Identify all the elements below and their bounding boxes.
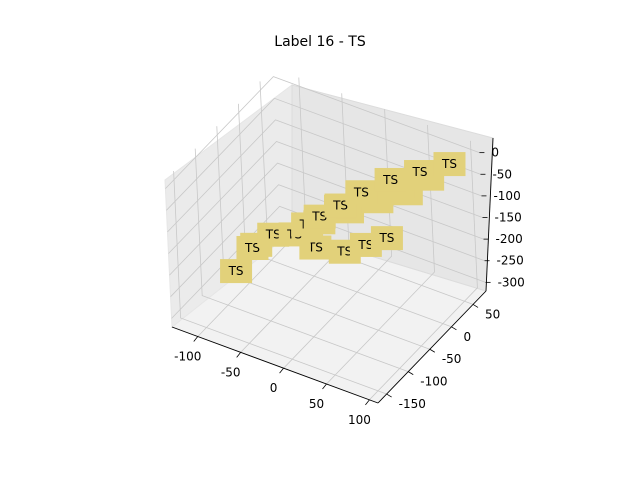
data-point-label: TS — [307, 241, 323, 255]
x-tick-mark — [322, 383, 327, 390]
data-point-marker — [374, 167, 407, 192]
axis-lines — [171, 137, 494, 404]
z-tick-label: -300 — [498, 275, 525, 289]
z-tick-label: -50 — [492, 167, 512, 181]
data-point: TS — [220, 259, 253, 284]
z-axis-line — [485, 137, 494, 292]
x-gridline — [283, 109, 393, 369]
y-tick-label: 50 — [485, 307, 500, 321]
x-axis-line — [171, 326, 379, 404]
data-point: TS — [324, 193, 357, 218]
data-point: TS — [433, 152, 466, 177]
y-tick-mark — [408, 371, 414, 375]
data-point-label: TS — [336, 245, 352, 259]
y-tick-mark — [429, 348, 436, 353]
data-point-label: TS — [357, 238, 373, 252]
x-tick-mark — [236, 352, 241, 358]
x-tick-label: 100 — [348, 413, 371, 427]
z-gridline — [170, 184, 485, 297]
data-point-marker — [404, 160, 437, 185]
data-point-label: TS — [441, 157, 457, 171]
data-point-label: TS — [353, 185, 369, 199]
z-tick-label: -200 — [496, 232, 523, 246]
y-tick-label: -100 — [420, 375, 447, 389]
data-point-label: TS — [412, 165, 428, 179]
x-tick-label: -50 — [221, 365, 241, 379]
y-tick-label: -50 — [442, 352, 462, 366]
data-point-label: TS — [228, 264, 244, 278]
y-tick-mark — [472, 304, 479, 308]
data-point-label: TS — [378, 231, 394, 245]
y-tick-mark — [386, 393, 392, 398]
data-point: TS — [236, 235, 269, 260]
z-gridline — [165, 76, 480, 189]
x-tick-label: 0 — [270, 381, 278, 395]
data-point-label: TS — [265, 228, 281, 242]
x-tick-label: 50 — [309, 397, 324, 411]
x-tick-label: -100 — [174, 350, 201, 364]
data-points: TSTSTSTSTSTSTSTSTSTSTSTSTSTSTSTSTSTSTSTS… — [220, 152, 466, 284]
y-axis-line — [377, 290, 487, 404]
x-gridline — [369, 140, 478, 401]
data-point-marker — [345, 180, 378, 205]
y-tick-label: 0 — [463, 330, 471, 344]
data-point-marker — [433, 152, 466, 177]
y-tick-mark — [451, 326, 457, 331]
y-tick-label: -150 — [399, 397, 426, 411]
x-tick-mark — [365, 399, 370, 406]
data-point: TS — [345, 180, 378, 205]
z-tick-label: -100 — [493, 189, 520, 203]
data-point: TS — [404, 160, 437, 185]
data-point-label: TS — [382, 173, 398, 187]
z-tick-label: -250 — [497, 254, 524, 268]
data-point-label: TS — [244, 241, 260, 255]
z-tick-label: 0 — [491, 146, 499, 160]
y-gridline — [173, 170, 387, 395]
z-tick-label: -150 — [495, 211, 522, 225]
data-point-marker — [220, 259, 253, 284]
x-tick-mark — [193, 336, 199, 342]
data-point-label: TS — [311, 210, 327, 224]
data-point: TS — [374, 167, 407, 192]
z-gridline — [169, 162, 484, 276]
data-point-marker — [370, 226, 403, 251]
z-gridline — [166, 97, 481, 211]
z-gridline — [171, 205, 486, 319]
data-point-label: TS — [332, 199, 348, 213]
y-gridline — [194, 148, 409, 372]
x-tick-mark — [279, 367, 284, 374]
data-point: TS — [370, 226, 403, 251]
tick-labels: -100-50050100-150-100-50050-300-250-200-… — [174, 146, 525, 427]
chart-title: Label 16 - TS — [274, 34, 366, 50]
